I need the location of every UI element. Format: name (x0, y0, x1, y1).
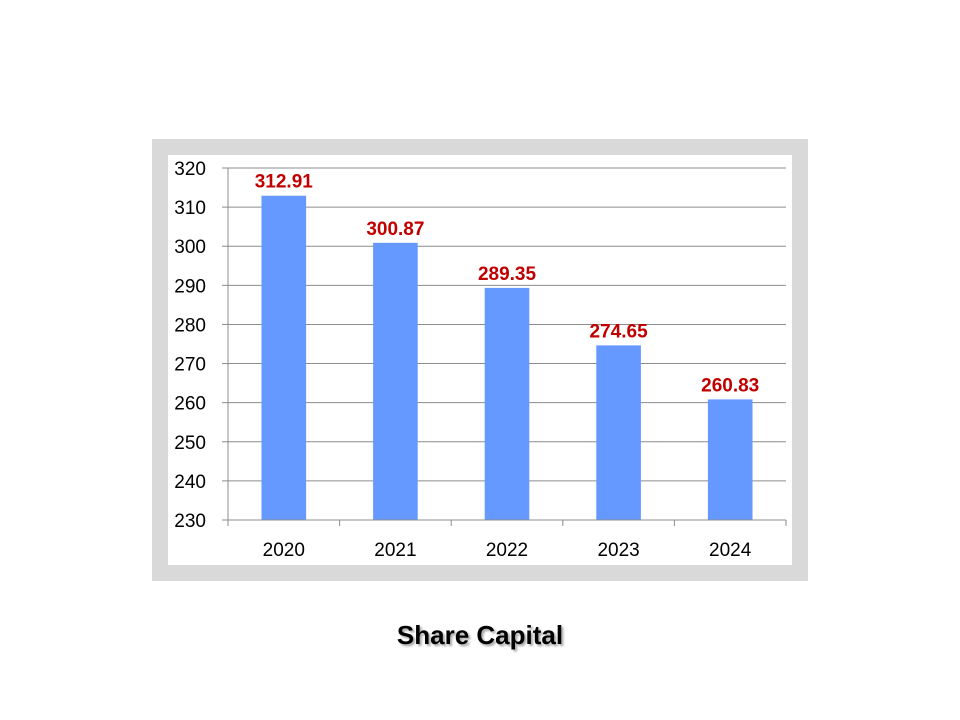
y-tick-label: 240 (174, 472, 206, 493)
data-label-2024: 260.83 (701, 375, 759, 396)
y-tick-label: 300 (174, 237, 206, 258)
y-tick-label: 320 (174, 159, 206, 180)
x-tick-label-2024: 2024 (709, 540, 752, 561)
bars (261, 195, 753, 520)
bar-2020 (261, 195, 307, 520)
axes (222, 167, 787, 526)
bar-2023 (596, 345, 641, 520)
x-tick-label-2023: 2023 (597, 540, 639, 561)
bar-2022 (484, 287, 530, 520)
y-tick-label: 230 (174, 511, 206, 532)
y-tick-label: 250 (174, 433, 206, 454)
bar-2024 (707, 399, 753, 520)
y-tick-label: 310 (174, 198, 206, 219)
bar-chart: 230 240 250 260 270 280 290 300 310 320 312.91 2020… (168, 155, 792, 565)
y-tick-label: 260 (174, 394, 206, 415)
data-label-2023: 274.65 (590, 321, 649, 342)
labels: 230 240 250 260 270 280 290 300 310 320 312.91 2020… (174, 159, 759, 561)
data-label-2022: 289.35 (478, 264, 537, 285)
y-tick-label: 270 (174, 355, 206, 376)
y-tick-label: 290 (174, 276, 206, 297)
x-tick-label-2022: 2022 (486, 540, 528, 561)
chart-frame: 230 240 250 260 270 280 290 300 310 320 312.91 2020… (152, 139, 808, 581)
data-label-2020: 312.91 (255, 172, 314, 193)
x-tick-label-2021: 2021 (374, 540, 416, 561)
data-label-2021: 300.87 (366, 219, 424, 240)
chart-caption: Share Capital (396, 620, 564, 650)
bar-2021 (373, 242, 418, 520)
x-tick-label-2020: 2020 (263, 540, 305, 561)
y-tick-label: 280 (174, 315, 206, 336)
